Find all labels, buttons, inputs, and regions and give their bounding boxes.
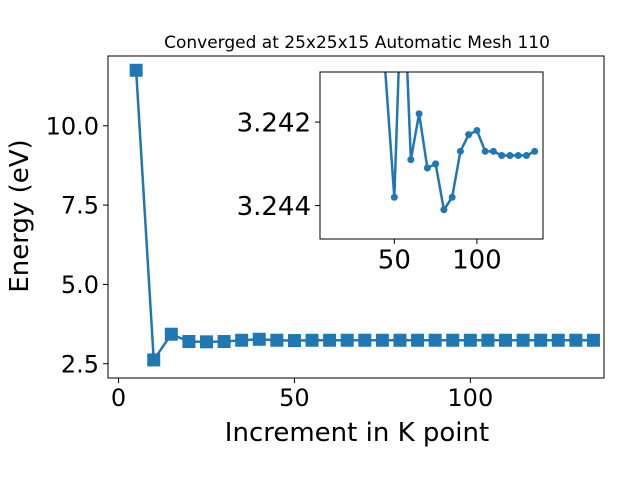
data-point xyxy=(498,152,506,159)
data-point xyxy=(287,334,301,348)
data-point xyxy=(534,333,548,347)
x-tick-label: 100 xyxy=(447,384,493,412)
data-point xyxy=(514,152,522,159)
data-point xyxy=(411,333,425,347)
data-point xyxy=(340,333,354,347)
data-point xyxy=(415,110,423,118)
x-tick-label: 50 xyxy=(378,246,411,276)
data-point xyxy=(569,333,583,347)
data-point xyxy=(499,333,513,347)
data-point xyxy=(199,335,213,349)
data-point xyxy=(551,333,565,347)
data-point xyxy=(489,147,497,155)
x-tick-label: 100 xyxy=(452,246,502,276)
data-point xyxy=(440,206,448,214)
data-point xyxy=(129,63,143,77)
data-point xyxy=(323,333,337,347)
y-axis-label: Energy (eV) xyxy=(5,139,35,292)
data-point xyxy=(446,333,460,347)
data-point xyxy=(235,333,249,347)
data-point xyxy=(473,126,481,134)
x-tick-label: 0 xyxy=(111,384,126,412)
data-point xyxy=(432,160,440,168)
data-point xyxy=(358,333,372,347)
inset-series xyxy=(384,72,539,214)
data-point xyxy=(516,333,530,347)
data-point xyxy=(481,333,495,347)
data-point xyxy=(147,353,161,367)
data-point xyxy=(305,333,319,347)
data-point xyxy=(481,147,489,155)
x-axis-label: Increment in K point xyxy=(225,418,489,448)
data-point xyxy=(522,152,530,159)
chart-title: Converged at 25x25x15 Automatic Mesh 110 xyxy=(164,33,550,53)
data-point xyxy=(270,333,284,347)
data-point xyxy=(423,164,431,172)
y-tick-label: 3.244 xyxy=(237,192,311,222)
y-tick-label: 2.5 xyxy=(61,350,99,378)
data-point xyxy=(164,327,178,341)
inset-axes: 50 100 3.242 3.244 xyxy=(237,71,544,276)
data-point xyxy=(407,156,415,164)
data-point xyxy=(390,193,398,201)
data-point xyxy=(393,333,407,347)
x-tick-label: 50 xyxy=(279,384,310,412)
data-point xyxy=(375,333,389,347)
main-series xyxy=(129,63,600,367)
data-point xyxy=(217,335,231,349)
plot-frame xyxy=(107,55,605,379)
y-tick-label: 10.0 xyxy=(46,112,99,140)
data-point xyxy=(465,131,473,139)
data-point xyxy=(252,332,266,346)
y-tick-label: 3.242 xyxy=(237,108,311,138)
data-point xyxy=(506,152,514,159)
data-point xyxy=(448,193,456,201)
y-tick-label: 5.0 xyxy=(61,271,99,299)
main-axes: 0 50 100 2.5 5.0 7.5 10.0 xyxy=(46,55,605,412)
data-point xyxy=(463,333,477,347)
data-point xyxy=(182,335,196,349)
y-tick-label: 7.5 xyxy=(61,192,99,220)
data-point xyxy=(428,333,442,347)
data-point xyxy=(456,147,464,155)
data-point xyxy=(586,333,600,347)
data-point xyxy=(531,147,539,155)
plot-frame xyxy=(319,71,544,240)
